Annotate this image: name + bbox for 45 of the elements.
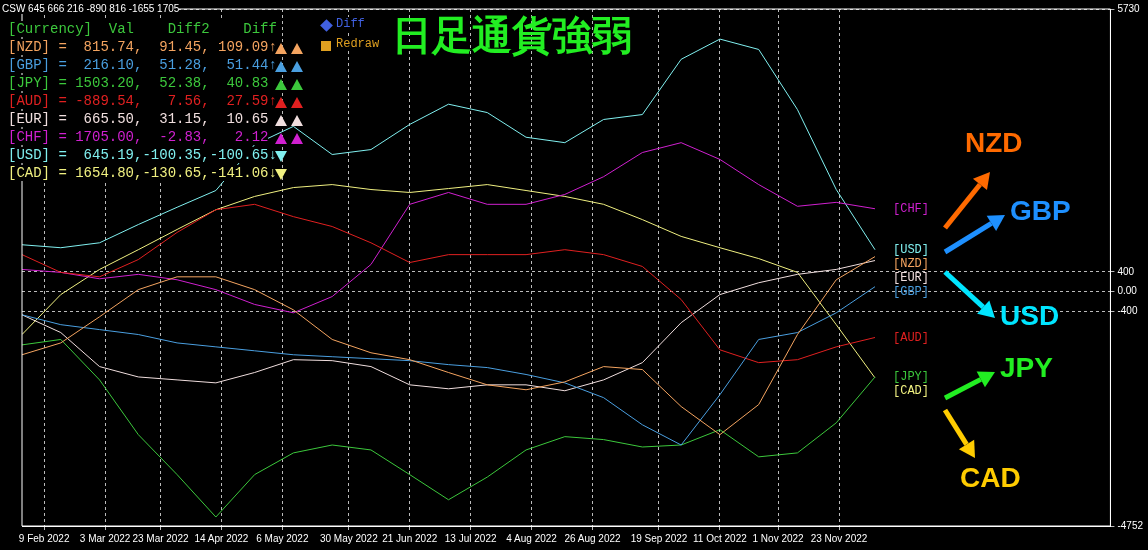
y-tick-label: 0.00 (1117, 285, 1138, 297)
annotation: Diff (336, 17, 365, 31)
annotation: [CAD] = 1654.80,-130.65,-141.06↓ (8, 165, 277, 181)
x-tick-label: 1 Nov 2022 (752, 532, 805, 544)
annotation: [Currency] Val Diff2 Diff (8, 21, 277, 37)
annotation: [AUD] = -889.54, 7.56, 27.59↑ (8, 93, 277, 109)
annotation: CSW 645 666 216 -890 816 -1655 1705 (2, 3, 180, 14)
annotation: Redraw (336, 37, 380, 51)
y-tick-label: -400 (1117, 305, 1138, 317)
series-label: [NZD] (893, 256, 930, 271)
x-tick-label: 4 Aug 2022 (506, 532, 558, 544)
y-tick-label: 5730 (1117, 2, 1141, 14)
series-label: [AUD] (893, 330, 930, 345)
x-tick-label: 26 Aug 2022 (564, 532, 622, 544)
x-tick-label: 23 Mar 2022 (132, 532, 189, 544)
series-label: [CHF] (893, 201, 930, 216)
x-tick-label: 9 Feb 2022 (18, 532, 70, 544)
x-tick-label: 30 May 2022 (319, 532, 379, 544)
annotation: CAD (960, 462, 1021, 494)
series-label: [JPY] (893, 370, 930, 385)
x-tick-label: 14 Apr 2022 (194, 532, 249, 544)
x-tick-label: 23 Nov 2022 (810, 532, 868, 544)
annotation: [NZD] = 815.74, 91.45, 109.09↑ (8, 39, 277, 55)
series-label: [EUR] (893, 270, 930, 285)
annotation: JPY (1000, 352, 1053, 384)
x-tick-label: 11 Oct 2022 (693, 532, 748, 544)
x-tick-label: 6 May 2022 (256, 532, 309, 544)
series-label: [GBP] (893, 284, 930, 299)
annotation: NZD (965, 127, 1023, 159)
annotation: [EUR] = 665.50, 31.15, 10.65 (8, 111, 269, 127)
x-tick-label: 13 Jul 2022 (444, 532, 497, 544)
x-tick-label: 3 Mar 2022 (79, 532, 131, 544)
annotation: [JPY] = 1503.20, 52.38, 40.83 (8, 75, 269, 91)
series-label: [USD] (893, 242, 930, 257)
y-tick-label: 400 (1117, 265, 1135, 277)
annotation: [GBP] = 216.10, 51.28, 51.44↑ (8, 57, 277, 73)
annotation: USD (1000, 300, 1060, 332)
chart-title: 日足通貨強弱 (392, 11, 632, 60)
annotation: [USD] = 645.19,-100.35,-100.65↓ (8, 147, 277, 163)
annotation: [CHF] = 1705.00, -2.83, 2.12 (8, 129, 269, 145)
x-tick-label: 21 Jun 2022 (382, 532, 438, 544)
series-label: [CAD] (893, 384, 930, 399)
annotation: GBP (1010, 195, 1071, 227)
x-tick-label: 19 Sep 2022 (630, 532, 688, 544)
y-tick-label: -4752 (1117, 519, 1144, 531)
